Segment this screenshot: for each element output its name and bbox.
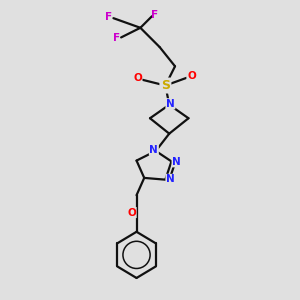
Text: N: N: [149, 145, 158, 155]
Text: N: N: [166, 174, 175, 184]
Text: F: F: [151, 10, 158, 20]
Text: N: N: [166, 99, 175, 109]
Text: O: O: [127, 208, 136, 218]
Text: N: N: [172, 157, 181, 167]
Text: O: O: [133, 73, 142, 83]
Text: F: F: [105, 12, 112, 22]
Text: S: S: [161, 79, 170, 92]
Text: F: F: [113, 33, 120, 43]
Text: O: O: [187, 70, 196, 80]
